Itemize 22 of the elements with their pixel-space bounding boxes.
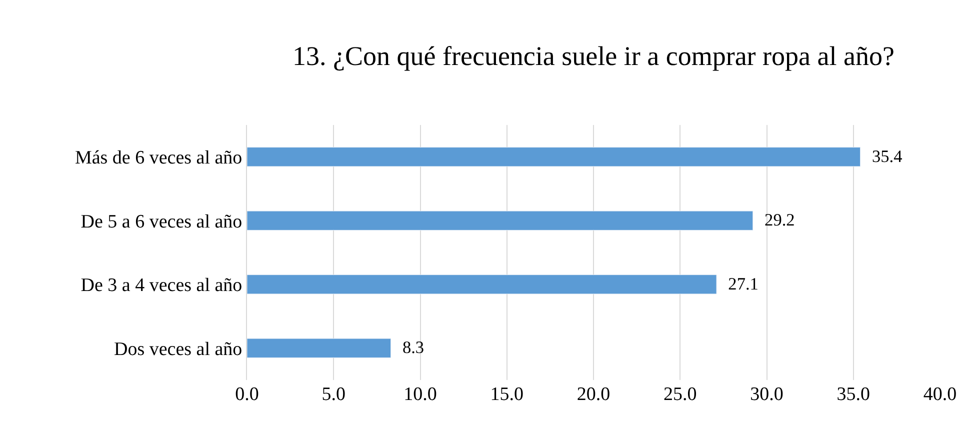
y-tick-label: De 5 a 6 veces al año [80, 211, 242, 232]
x-tick-label: 10.0 [404, 384, 437, 405]
chart-title: 13. ¿Con qué frecuencia suele ir a comprar ropa al año? [292, 40, 894, 71]
x-tick-label: 20.0 [576, 384, 610, 405]
x-tick-label: 40.0 [923, 384, 957, 405]
x-tick-label: 0.0 [235, 384, 259, 405]
data-label: 27.1 [720, 274, 758, 294]
x-tick-label: 35.0 [836, 384, 870, 405]
x-tick-label: 25.0 [664, 384, 697, 405]
x-tick-label: 5.0 [322, 384, 346, 405]
y-tick-label: Más de 6 veces al año [74, 148, 242, 169]
bar [247, 147, 861, 167]
data-label: 29.2 [756, 210, 795, 230]
y-tick-label: De 3 a 4 veces al año [80, 275, 242, 296]
x-tick-label: 30.0 [750, 384, 784, 405]
x-tick-label: 15.0 [490, 384, 524, 405]
bar [247, 338, 392, 358]
data-label: 8.3 [394, 338, 424, 358]
y-tick-label: Dos veces al año [114, 338, 242, 360]
data-label: 35.4 [863, 146, 903, 166]
bar [247, 210, 754, 230]
bar [247, 274, 717, 294]
